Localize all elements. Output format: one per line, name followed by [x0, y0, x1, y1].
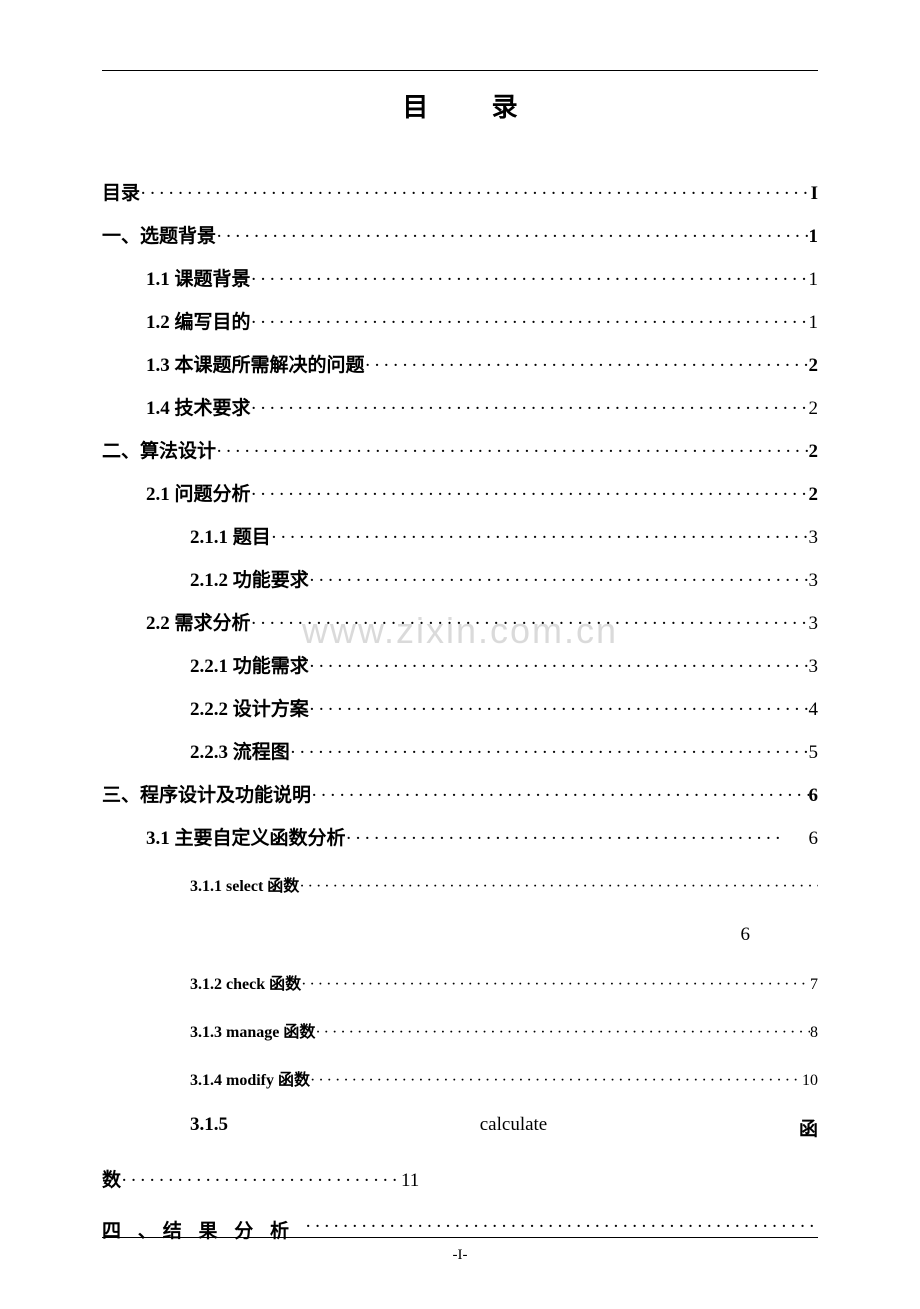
toc-entry: 2.2.1 功能需求 3	[102, 657, 818, 676]
toc-page: 3	[809, 614, 819, 633]
toc-leader	[251, 485, 809, 504]
cont-page: 11	[401, 1170, 419, 1192]
toc-entry: 3.1 主要自定义函数分析 6	[102, 829, 818, 848]
toc-label: 1.1 课题背景	[146, 270, 251, 289]
toc-right-315: 函	[799, 1114, 818, 1141]
header-rule	[102, 70, 818, 71]
toc-label-four: 四 、结 果 分 析	[102, 1216, 295, 1243]
toc-entry: 二、算法设计 2	[102, 442, 818, 461]
toc-leader	[346, 829, 785, 848]
toc-leader	[271, 528, 809, 547]
toc-page: 8	[810, 1024, 818, 1042]
page-footer: -I-	[0, 1247, 920, 1264]
footer-rule	[102, 1237, 818, 1238]
toc-page: 2	[809, 356, 819, 375]
toc-label: 1.2 编写目的	[146, 313, 251, 332]
toc-label: 2.2 需求分析	[146, 614, 251, 633]
document-page: 目 录 www.zixin.com.cn 目录I一、选题背景11.1 课题背景1…	[0, 0, 920, 1309]
toc-label: 2.1 问题分析	[146, 485, 251, 504]
toc-page: 4	[809, 700, 819, 719]
toc-entry: 1.4 技术要求 2	[102, 399, 818, 418]
toc-leader	[299, 878, 818, 896]
toc-continuation: 数 11	[102, 1165, 818, 1192]
toc-entry: 目录 I	[102, 184, 818, 203]
toc-label: 3.1.4 modify 函数	[190, 1066, 310, 1090]
toc-page: 6	[785, 829, 819, 848]
cont-leader	[121, 1170, 401, 1192]
toc-page: 1	[809, 270, 819, 289]
toc-entry-312: 3.1.2 check 函数 7	[102, 970, 818, 994]
toc-label: 3.1.3 manage 函数	[190, 1018, 315, 1042]
toc-leader	[309, 571, 809, 590]
toc-page: 2	[809, 485, 819, 504]
toc-label: 1.3 本课题所需解决的问题	[146, 356, 365, 375]
toc-page: 2	[809, 399, 819, 418]
toc-entry-four: 四 、结 果 分 析	[102, 1216, 818, 1243]
toc-label: 三、程序设计及功能说明	[102, 786, 311, 805]
toc-page: 5	[809, 743, 819, 762]
toc-label: 3.1.1 select 函数	[190, 872, 299, 896]
toc-entry-313: 3.1.3 manage 函数 8	[102, 1018, 818, 1042]
toc-entry: 2.2.2 设计方案 4	[102, 700, 818, 719]
toc-leader	[301, 976, 810, 994]
toc-mid-315: calculate	[480, 1114, 548, 1141]
toc-label: 二、算法设计	[102, 442, 216, 461]
toc-leader	[251, 614, 809, 633]
toc-leader	[251, 313, 809, 332]
toc-leader	[290, 743, 809, 762]
toc-label: 目录	[102, 184, 140, 203]
toc-label: 2.2.1 功能需求	[190, 657, 309, 676]
toc-page: 1	[809, 313, 819, 332]
toc-list: 目录 I 一、选题背景 1 1.1 课题背景 1 1.2 编写目的 1 1.3 本课题所需解决的…	[102, 184, 818, 848]
toc-label: 2.1.1 题目	[190, 528, 271, 547]
toc-leader	[309, 657, 809, 676]
toc-entry: 2.1.1 题目 3	[102, 528, 818, 547]
toc-label: 2.2.3 流程图	[190, 743, 290, 762]
toc-entry: 1.2 编写目的 1	[102, 313, 818, 332]
toc-entry: 一、选题背景 1	[102, 227, 818, 246]
toc-label: 3.1 主要自定义函数分析	[146, 829, 346, 848]
toc-leader-four	[305, 1216, 818, 1243]
toc-page: 1	[809, 227, 819, 246]
toc-label: 2.2.2 设计方案	[190, 700, 309, 719]
toc-entry: 2.2 需求分析 3	[102, 614, 818, 633]
toc-leader	[251, 399, 809, 418]
toc-label: 3.1.2 check 函数	[190, 970, 301, 994]
toc-leader	[140, 184, 811, 203]
toc-leader	[310, 1072, 802, 1090]
toc-leader	[309, 700, 809, 719]
toc-page: 7	[810, 976, 818, 994]
toc-leader	[315, 1024, 810, 1042]
toc-entry: 1.1 课题背景 1	[102, 270, 818, 289]
toc-label: 一、选题背景	[102, 227, 216, 246]
toc-label: 2.1.2 功能要求	[190, 571, 309, 590]
toc-entry: 1.3 本课题所需解决的问题 2	[102, 356, 818, 375]
toc-leader	[216, 442, 808, 461]
toc-leader	[216, 227, 808, 246]
toc-entry-311: 3.1.1 select 函数	[102, 872, 818, 896]
toc-page: 10	[802, 1072, 818, 1090]
toc-page: 3	[809, 528, 819, 547]
toc-entry: 2.1.2 功能要求 3	[102, 571, 818, 590]
toc-leader	[251, 270, 809, 289]
toc-page-311: 6	[102, 924, 818, 946]
toc-entry: 2.2.3 流程图 5	[102, 743, 818, 762]
toc-label: 1.4 技术要求	[146, 399, 251, 418]
toc-leader	[365, 356, 809, 375]
toc-page: I	[811, 184, 818, 203]
toc-page: 6	[809, 786, 819, 805]
toc-entry-315: 3.1.5 calculate 函	[102, 1114, 818, 1141]
cont-label: 数	[102, 1165, 121, 1192]
toc-page: 2	[809, 442, 819, 461]
toc-num-315: 3.1.5	[190, 1114, 228, 1141]
toc-title: 目 录	[102, 87, 818, 124]
toc-page: 3	[809, 657, 819, 676]
toc-page: 3	[809, 571, 819, 590]
toc-entry-314: 3.1.4 modify 函数 10	[102, 1066, 818, 1090]
toc-entry: 2.1 问题分析 2	[102, 485, 818, 504]
toc-leader	[311, 786, 808, 805]
toc-entry: 三、程序设计及功能说明 6	[102, 786, 818, 805]
